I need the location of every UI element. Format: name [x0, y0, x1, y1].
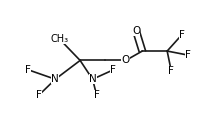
Text: CH₃: CH₃: [50, 34, 68, 44]
Text: F: F: [36, 90, 42, 100]
Text: N: N: [51, 74, 59, 84]
Text: O: O: [122, 55, 130, 65]
Text: N: N: [89, 74, 96, 84]
Text: F: F: [179, 30, 185, 40]
Text: O: O: [132, 26, 140, 36]
Text: F: F: [25, 65, 31, 75]
Text: F: F: [168, 66, 174, 76]
Text: F: F: [110, 65, 116, 75]
Text: F: F: [185, 50, 191, 60]
Text: F: F: [94, 90, 100, 100]
